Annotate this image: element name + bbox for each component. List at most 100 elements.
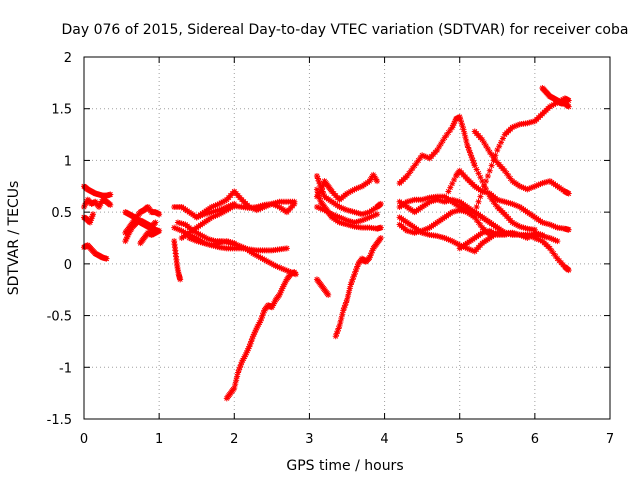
data-point xyxy=(471,214,478,221)
series-track-25 xyxy=(471,95,572,216)
data-point xyxy=(461,130,468,137)
data-point xyxy=(274,199,281,206)
data-point xyxy=(353,266,360,273)
data-point xyxy=(236,364,243,371)
data-point xyxy=(366,214,373,221)
data-point xyxy=(345,207,352,214)
data-point xyxy=(463,138,470,145)
data-point xyxy=(481,139,488,146)
series-track-31 xyxy=(396,193,508,236)
data-point xyxy=(250,333,257,340)
data-point xyxy=(481,188,488,195)
data-point xyxy=(520,233,527,240)
data-point xyxy=(513,122,520,129)
data-point xyxy=(265,258,272,265)
data-point xyxy=(340,215,347,222)
data-point xyxy=(479,188,486,195)
data-point xyxy=(325,209,332,216)
data-point xyxy=(362,215,369,222)
data-point xyxy=(208,209,215,216)
data-point xyxy=(90,211,97,218)
data-point xyxy=(496,197,503,204)
data-point xyxy=(197,231,204,238)
data-point xyxy=(210,241,217,248)
data-point xyxy=(355,218,362,225)
data-point xyxy=(449,180,456,187)
data-point xyxy=(460,126,467,133)
data-point xyxy=(366,254,373,261)
data-point xyxy=(343,299,350,306)
data-point xyxy=(413,160,420,167)
data-point xyxy=(443,235,450,242)
data-point xyxy=(449,209,456,216)
data-point xyxy=(353,185,360,192)
data-point xyxy=(541,220,548,227)
data-point xyxy=(548,247,555,254)
data-point xyxy=(243,349,250,356)
data-point xyxy=(229,201,236,208)
data-point xyxy=(479,178,486,185)
series-track-01 xyxy=(81,183,114,199)
data-point xyxy=(550,236,557,243)
data-point xyxy=(349,276,356,283)
data-point xyxy=(535,236,542,243)
data-point xyxy=(488,162,495,169)
data-point xyxy=(548,235,555,242)
data-point xyxy=(421,153,428,160)
data-point xyxy=(212,212,219,219)
data-point xyxy=(270,200,277,207)
data-point xyxy=(274,263,281,270)
data-point xyxy=(156,211,163,218)
data-point xyxy=(173,253,180,260)
data-point xyxy=(253,207,260,214)
data-point xyxy=(344,293,351,300)
data-point xyxy=(467,149,474,156)
data-point xyxy=(206,241,213,248)
data-point xyxy=(445,129,452,136)
data-point xyxy=(565,97,572,104)
data-point xyxy=(231,200,238,207)
data-point xyxy=(466,147,473,154)
data-point xyxy=(409,165,416,172)
data-point xyxy=(467,246,474,253)
data-point xyxy=(210,208,217,215)
data-point xyxy=(315,192,322,199)
data-point xyxy=(467,152,474,159)
data-point xyxy=(481,183,488,190)
data-point xyxy=(483,189,490,196)
data-point xyxy=(528,184,535,191)
data-point xyxy=(565,267,572,274)
y-tick-label: -1.5 xyxy=(47,413,72,428)
data-point xyxy=(368,249,375,256)
data-point xyxy=(259,255,266,262)
data-point xyxy=(221,238,228,245)
data-point xyxy=(434,196,441,203)
data-point xyxy=(475,198,482,205)
data-point xyxy=(214,243,221,250)
data-point xyxy=(505,172,512,179)
data-point xyxy=(216,207,223,214)
data-point xyxy=(535,230,542,237)
data-point xyxy=(483,185,490,192)
data-point xyxy=(81,202,88,209)
series-track-03 xyxy=(81,211,97,226)
data-point xyxy=(191,228,198,235)
data-point xyxy=(337,319,344,326)
data-point xyxy=(285,268,292,275)
y-tick-label: -1 xyxy=(59,361,72,376)
data-point xyxy=(528,119,535,126)
data-point xyxy=(235,369,242,376)
data-point xyxy=(103,255,110,262)
series-layer xyxy=(81,85,572,402)
y-tick-label: -0.5 xyxy=(47,310,72,325)
data-point xyxy=(197,239,204,246)
data-point xyxy=(87,219,94,226)
data-point xyxy=(357,210,364,217)
y-tick-label: 2 xyxy=(64,51,72,66)
data-point xyxy=(333,330,340,337)
data-point xyxy=(236,243,243,250)
data-point xyxy=(511,220,518,227)
data-point xyxy=(204,236,211,243)
x-tick-label: 0 xyxy=(80,432,88,447)
data-point xyxy=(107,201,114,208)
